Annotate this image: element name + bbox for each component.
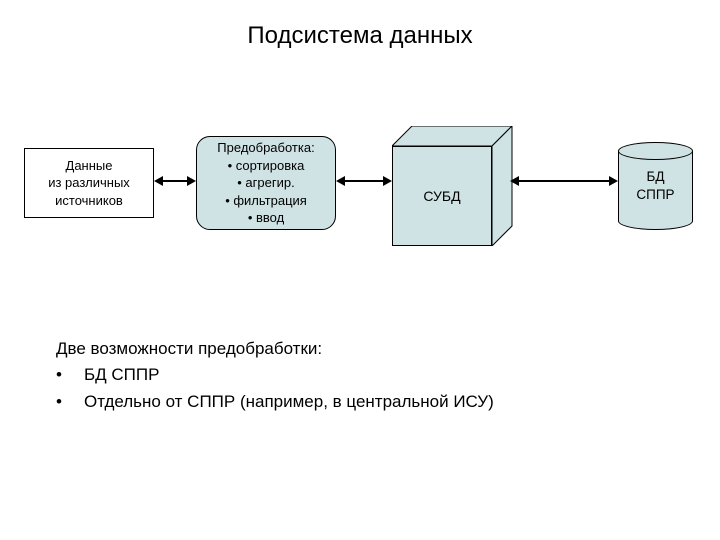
body-bullet-1: • БД СППР bbox=[56, 362, 494, 388]
node-sources-line3: источников bbox=[55, 192, 123, 210]
node-preproc: Предобработка: • сортировка • агрегир. •… bbox=[196, 136, 336, 230]
bullet-1-text: БД СППР bbox=[84, 362, 159, 388]
node-dssdb-line2: СППР bbox=[636, 186, 674, 204]
node-preproc-line3: • агрегир. bbox=[237, 174, 294, 192]
arrow-preproc-dbms bbox=[344, 180, 384, 182]
node-preproc-line2: • сортировка bbox=[228, 157, 305, 175]
node-dssdb-line1: БД bbox=[646, 168, 664, 186]
cube-side-face bbox=[492, 126, 513, 246]
node-sources: Данные из различных источников bbox=[24, 148, 154, 218]
diagram: Данные из различных источников Предобраб… bbox=[0, 118, 720, 248]
cyl-body: БД СППР bbox=[618, 151, 693, 221]
node-preproc-line5: • ввод bbox=[248, 209, 284, 227]
node-sources-line1: Данные bbox=[66, 157, 113, 175]
bullet-glyph: • bbox=[56, 362, 84, 388]
arrow-dbms-dssdb bbox=[518, 180, 610, 182]
body-heading: Две возможности предобработки: bbox=[56, 336, 494, 362]
bullet-glyph: • bbox=[56, 389, 84, 415]
node-preproc-line4: • фильтрация bbox=[225, 192, 307, 210]
slide-title: Подсистема данных bbox=[0, 22, 720, 50]
body-text: Две возможности предобработки: • БД СППР… bbox=[56, 336, 494, 415]
cyl-top bbox=[618, 142, 693, 160]
node-dssdb: БД СППР bbox=[618, 142, 693, 230]
node-preproc-line1: Предобработка: bbox=[217, 139, 314, 157]
node-dbms-label: СУБД bbox=[423, 188, 460, 204]
arrow-sources-preproc bbox=[162, 180, 188, 182]
bullet-2-text: Отдельно от СППР (например, в центрально… bbox=[84, 389, 494, 415]
body-bullet-2: • Отдельно от СППР (например, в централь… bbox=[56, 389, 494, 415]
cube-front-face: СУБД bbox=[392, 146, 492, 246]
node-sources-line2: из различных bbox=[48, 174, 130, 192]
node-dbms: СУБД bbox=[392, 126, 512, 246]
